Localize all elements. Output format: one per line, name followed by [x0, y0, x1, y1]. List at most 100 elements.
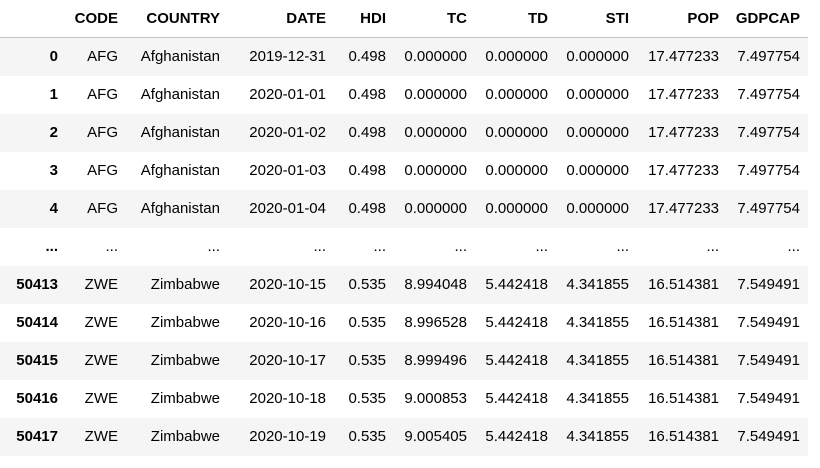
pop-cell: ... [706, 238, 719, 255]
country-cell: Zimbabwe [150, 428, 220, 445]
sti-cell: 4.341855 [566, 276, 629, 293]
country-cell: Afghanistan [140, 162, 220, 179]
tc-cell: 0.000000 [404, 124, 467, 141]
pop-cell: 17.477233 [648, 86, 719, 103]
date-cell: 2020-10-18 [249, 390, 326, 407]
table-header: CODE COUNTRY DATE HDI TC TD STI POP GDPC… [0, 0, 808, 38]
td-cell: 5.442418 [485, 352, 548, 369]
table-row: 1 AFG Afghanistan 2020-01-01 0.498 0.000000 0.… [0, 76, 808, 114]
gdpcap-cell: 7.549491 [737, 390, 800, 407]
date-cell: 2020-01-01 [249, 86, 326, 103]
hdi-cell: 0.535 [348, 276, 386, 293]
date-cell: 2020-01-03 [249, 162, 326, 179]
code-cell: AFG [87, 86, 118, 103]
table-row: 3 AFG Afghanistan 2020-01-03 0.498 0.000000 0.… [0, 152, 808, 190]
date-cell: 2020-01-02 [249, 124, 326, 141]
gdpcap-cell: 7.497754 [737, 200, 800, 217]
gdpcap-cell: 7.549491 [737, 352, 800, 369]
column-header-td: TD [475, 0, 556, 38]
tc-cell: 0.000000 [404, 48, 467, 65]
row-index: 4 [49, 200, 58, 217]
tc-cell: 8.999496 [404, 352, 467, 369]
date-cell: 2020-01-04 [249, 200, 326, 217]
date-cell: 2020-10-19 [249, 428, 326, 445]
country-cell: ... [207, 238, 220, 255]
date-cell: 2020-10-15 [249, 276, 326, 293]
code-cell: AFG [87, 124, 118, 141]
td-cell: 0.000000 [485, 162, 548, 179]
code-cell: AFG [87, 162, 118, 179]
td-cell: 5.442418 [485, 390, 548, 407]
country-cell: Zimbabwe [150, 352, 220, 369]
sti-cell: 0.000000 [566, 200, 629, 217]
row-index: 3 [49, 162, 58, 179]
gdpcap-cell: 7.549491 [737, 276, 800, 293]
country-cell: Zimbabwe [150, 314, 220, 331]
column-header-country: COUNTRY [126, 0, 228, 38]
hdi-cell: 0.535 [348, 428, 386, 445]
pop-cell: 17.477233 [648, 200, 719, 217]
country-cell: Zimbabwe [150, 390, 220, 407]
code-cell: ... [105, 238, 118, 255]
country-cell: Afghanistan [140, 86, 220, 103]
gdpcap-cell: 7.497754 [737, 48, 800, 65]
table-row: 50416 ZWE Zimbabwe 2020-10-18 0.535 9.000853 5… [0, 380, 808, 418]
pop-cell: 16.514381 [648, 428, 719, 445]
gdpcap-cell: 7.549491 [737, 314, 800, 331]
pop-cell: 17.477233 [648, 124, 719, 141]
td-cell: 0.000000 [485, 48, 548, 65]
sti-cell: 4.341855 [566, 428, 629, 445]
hdi-cell: 0.498 [348, 86, 386, 103]
row-index: 50415 [16, 352, 58, 369]
country-cell: Zimbabwe [150, 276, 220, 293]
hdi-cell: 0.535 [348, 352, 386, 369]
td-cell: ... [535, 238, 548, 255]
td-cell: 5.442418 [485, 314, 548, 331]
code-cell: AFG [87, 200, 118, 217]
column-header-tc: TC [394, 0, 475, 38]
column-header-code: CODE [66, 0, 126, 38]
header-row: CODE COUNTRY DATE HDI TC TD STI POP GDPC… [0, 0, 808, 38]
table-row: 2 AFG Afghanistan 2020-01-02 0.498 0.000000 0.… [0, 114, 808, 152]
row-index: 50414 [16, 314, 58, 331]
hdi-cell: 0.535 [348, 390, 386, 407]
table-row: 4 AFG Afghanistan 2020-01-04 0.498 0.000000 0.… [0, 190, 808, 228]
sti-cell: 0.000000 [566, 86, 629, 103]
hdi-cell: 0.498 [348, 200, 386, 217]
row-index: 0 [49, 48, 58, 65]
pop-cell: 17.477233 [648, 162, 719, 179]
country-cell: Afghanistan [140, 48, 220, 65]
row-index: 2 [49, 124, 58, 141]
sti-cell: 4.341855 [566, 390, 629, 407]
table-row: 50415 ZWE Zimbabwe 2020-10-17 0.535 8.999496 5… [0, 342, 808, 380]
hdi-cell: 0.535 [348, 314, 386, 331]
hdi-cell: ... [373, 238, 386, 255]
hdi-cell: 0.498 [348, 124, 386, 141]
gdpcap-cell: 7.549491 [737, 428, 800, 445]
tc-cell: 8.994048 [404, 276, 467, 293]
row-index: 50417 [16, 428, 58, 445]
code-cell: AFG [87, 48, 118, 65]
code-cell: ZWE [84, 352, 118, 369]
country-cell: Afghanistan [140, 124, 220, 141]
pop-cell: 16.514381 [648, 276, 719, 293]
td-cell: 5.442418 [485, 428, 548, 445]
column-header-gdpcap: GDPCAP [727, 0, 808, 38]
code-cell: ZWE [84, 276, 118, 293]
column-header-pop: POP [637, 0, 727, 38]
sti-cell: 0.000000 [566, 162, 629, 179]
code-cell: ZWE [84, 314, 118, 331]
date-cell: ... [313, 238, 326, 255]
column-header-date: DATE [228, 0, 334, 38]
tc-cell: 9.000853 [404, 390, 467, 407]
table-row: 50413 ZWE Zimbabwe 2020-10-15 0.535 8.994048 5… [0, 266, 808, 304]
sti-cell: 4.341855 [566, 352, 629, 369]
pop-cell: 16.514381 [648, 352, 719, 369]
row-index: 50413 [16, 276, 58, 293]
column-header-hdi: HDI [334, 0, 394, 38]
table-row: 0 AFG Afghanistan 2019-12-31 0.498 0.000000 0.… [0, 37, 808, 76]
sti-cell: ... [616, 238, 629, 255]
pop-cell: 17.477233 [648, 48, 719, 65]
td-cell: 5.442418 [485, 276, 548, 293]
date-cell: 2020-10-16 [249, 314, 326, 331]
